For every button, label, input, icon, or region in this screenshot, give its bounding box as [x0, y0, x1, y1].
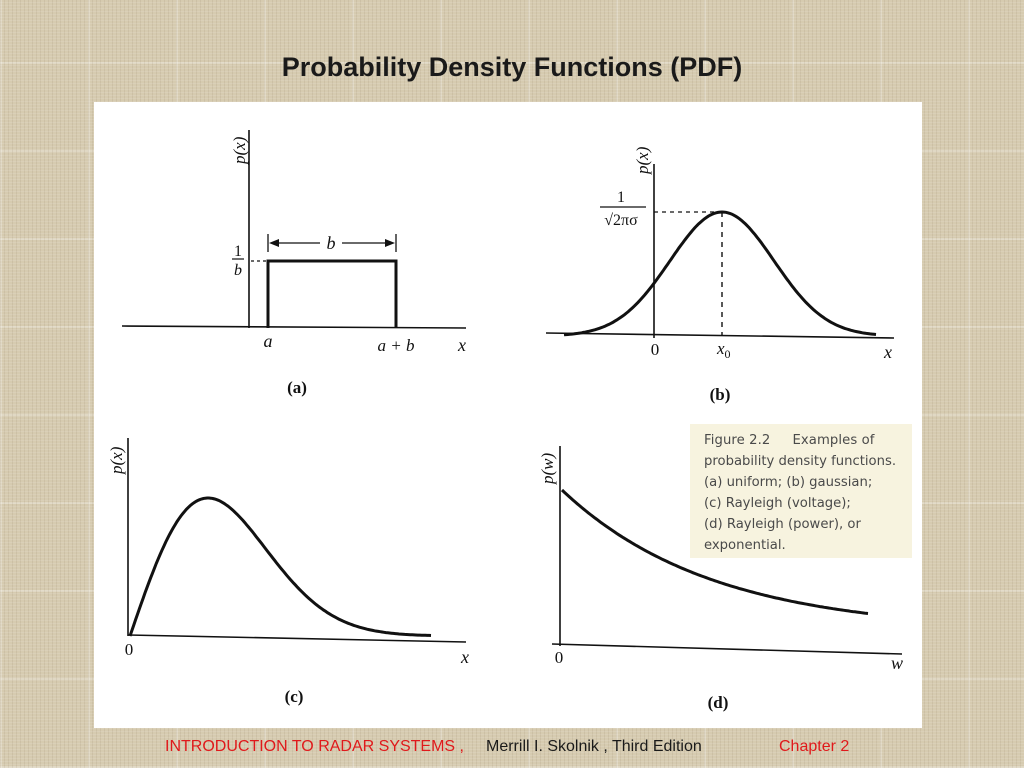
caption-line-1-rest: Examples of: [792, 433, 875, 448]
panel-a-x-tick-ab: a + b: [378, 336, 415, 355]
panel-b: [545, 164, 895, 339]
panel-a-x-tick-a: a: [264, 331, 273, 351]
footer-book-title: INTRODUCTION TO RADAR SYSTEMS ,: [165, 738, 464, 755]
panel-a-height-den: b: [234, 262, 242, 279]
footer-author-edition: Merrill I. Skolnik , Third Edition: [486, 738, 702, 755]
panel-d: [551, 446, 903, 655]
caption-line-4: (c) Rayleigh (voltage);: [704, 496, 851, 511]
figure-panel: p(x) 1 b b a a + b x (a) p(x) 1 √2πσ 0 x…: [94, 102, 922, 728]
slide-title: Probability Density Functions (PDF): [281, 52, 743, 82]
panel-a-width-label: b: [327, 233, 336, 253]
caption-line-6: exponential.: [704, 538, 786, 553]
panel-b-ylabel: p(x): [633, 146, 652, 175]
panel-a-xlabel: x: [457, 335, 466, 355]
panel-d-panel-label: (d): [708, 693, 729, 712]
panel-a-x-axis: [121, 325, 467, 329]
panel-c-xlabel: x: [460, 647, 469, 667]
panel-c-labels: p(x) 0 x (c): [107, 446, 469, 706]
panel-d-xlabel: w: [891, 653, 903, 673]
caption-line-3: (a) uniform; (b) gaussian;: [704, 475, 873, 490]
panel-a-arrowhead-left: [269, 239, 279, 247]
panel-a-labels: p(x) 1 b b a a + b x (a): [230, 136, 466, 397]
panel-b-x-tick-x0-sub: 0: [725, 347, 731, 361]
panel-a-height-num: 1: [234, 243, 242, 260]
panel-b-x-tick-x0: x0: [716, 339, 731, 361]
panel-b-peak-num: 1: [617, 189, 625, 206]
panel-b-labels: p(x) 1 √2πσ 0 x0 x (b): [600, 146, 892, 404]
panel-c: [127, 438, 467, 643]
panel-a: [121, 130, 467, 329]
footer-chapter: Chapter 2: [779, 738, 850, 755]
panel-c-panel-label: (c): [285, 687, 304, 706]
panel-b-x-axis: [545, 332, 895, 339]
panel-d-x-axis: [551, 643, 903, 655]
figure-caption: Figure 2.2 Examples of probability densit…: [690, 424, 912, 558]
panel-a-arrowhead-right: [385, 239, 395, 247]
panel-c-x-axis: [127, 634, 467, 643]
panel-d-x-tick-0: 0: [555, 648, 564, 667]
panel-d-ylabel: p(w): [538, 453, 557, 486]
panel-b-panel-label: (b): [710, 385, 731, 404]
panel-b-x-tick-0: 0: [651, 340, 660, 359]
panel-d-labels: p(w) 0 w (d): [538, 453, 903, 713]
panel-b-x-tick-x0-main: x: [716, 339, 725, 358]
caption-line-2: probability density functions.: [704, 454, 897, 469]
caption-line-5: (d) Rayleigh (power), or: [704, 517, 861, 532]
panel-b-gaussian-curve: [563, 210, 877, 337]
panel-d-exponential-curve: [560, 488, 869, 615]
panel-b-peak-den: √2πσ: [604, 212, 638, 229]
panel-c-rayleigh-curve: [128, 496, 432, 637]
panel-a-ylabel: p(x): [230, 136, 249, 165]
panel-a-panel-label: (a): [287, 378, 307, 397]
panel-a-uniform-curve: [266, 259, 398, 328]
panel-c-x-tick-0: 0: [125, 640, 134, 659]
panel-b-xlabel: x: [883, 342, 892, 362]
panel-c-ylabel: p(x): [107, 446, 126, 475]
caption-figure-number: Figure 2.2: [704, 433, 771, 448]
caption-line-1: Figure 2.2 Examples of: [704, 430, 904, 451]
figure-svg: p(x) 1 b b a a + b x (a) p(x) 1 √2πσ 0 x…: [107, 130, 903, 713]
